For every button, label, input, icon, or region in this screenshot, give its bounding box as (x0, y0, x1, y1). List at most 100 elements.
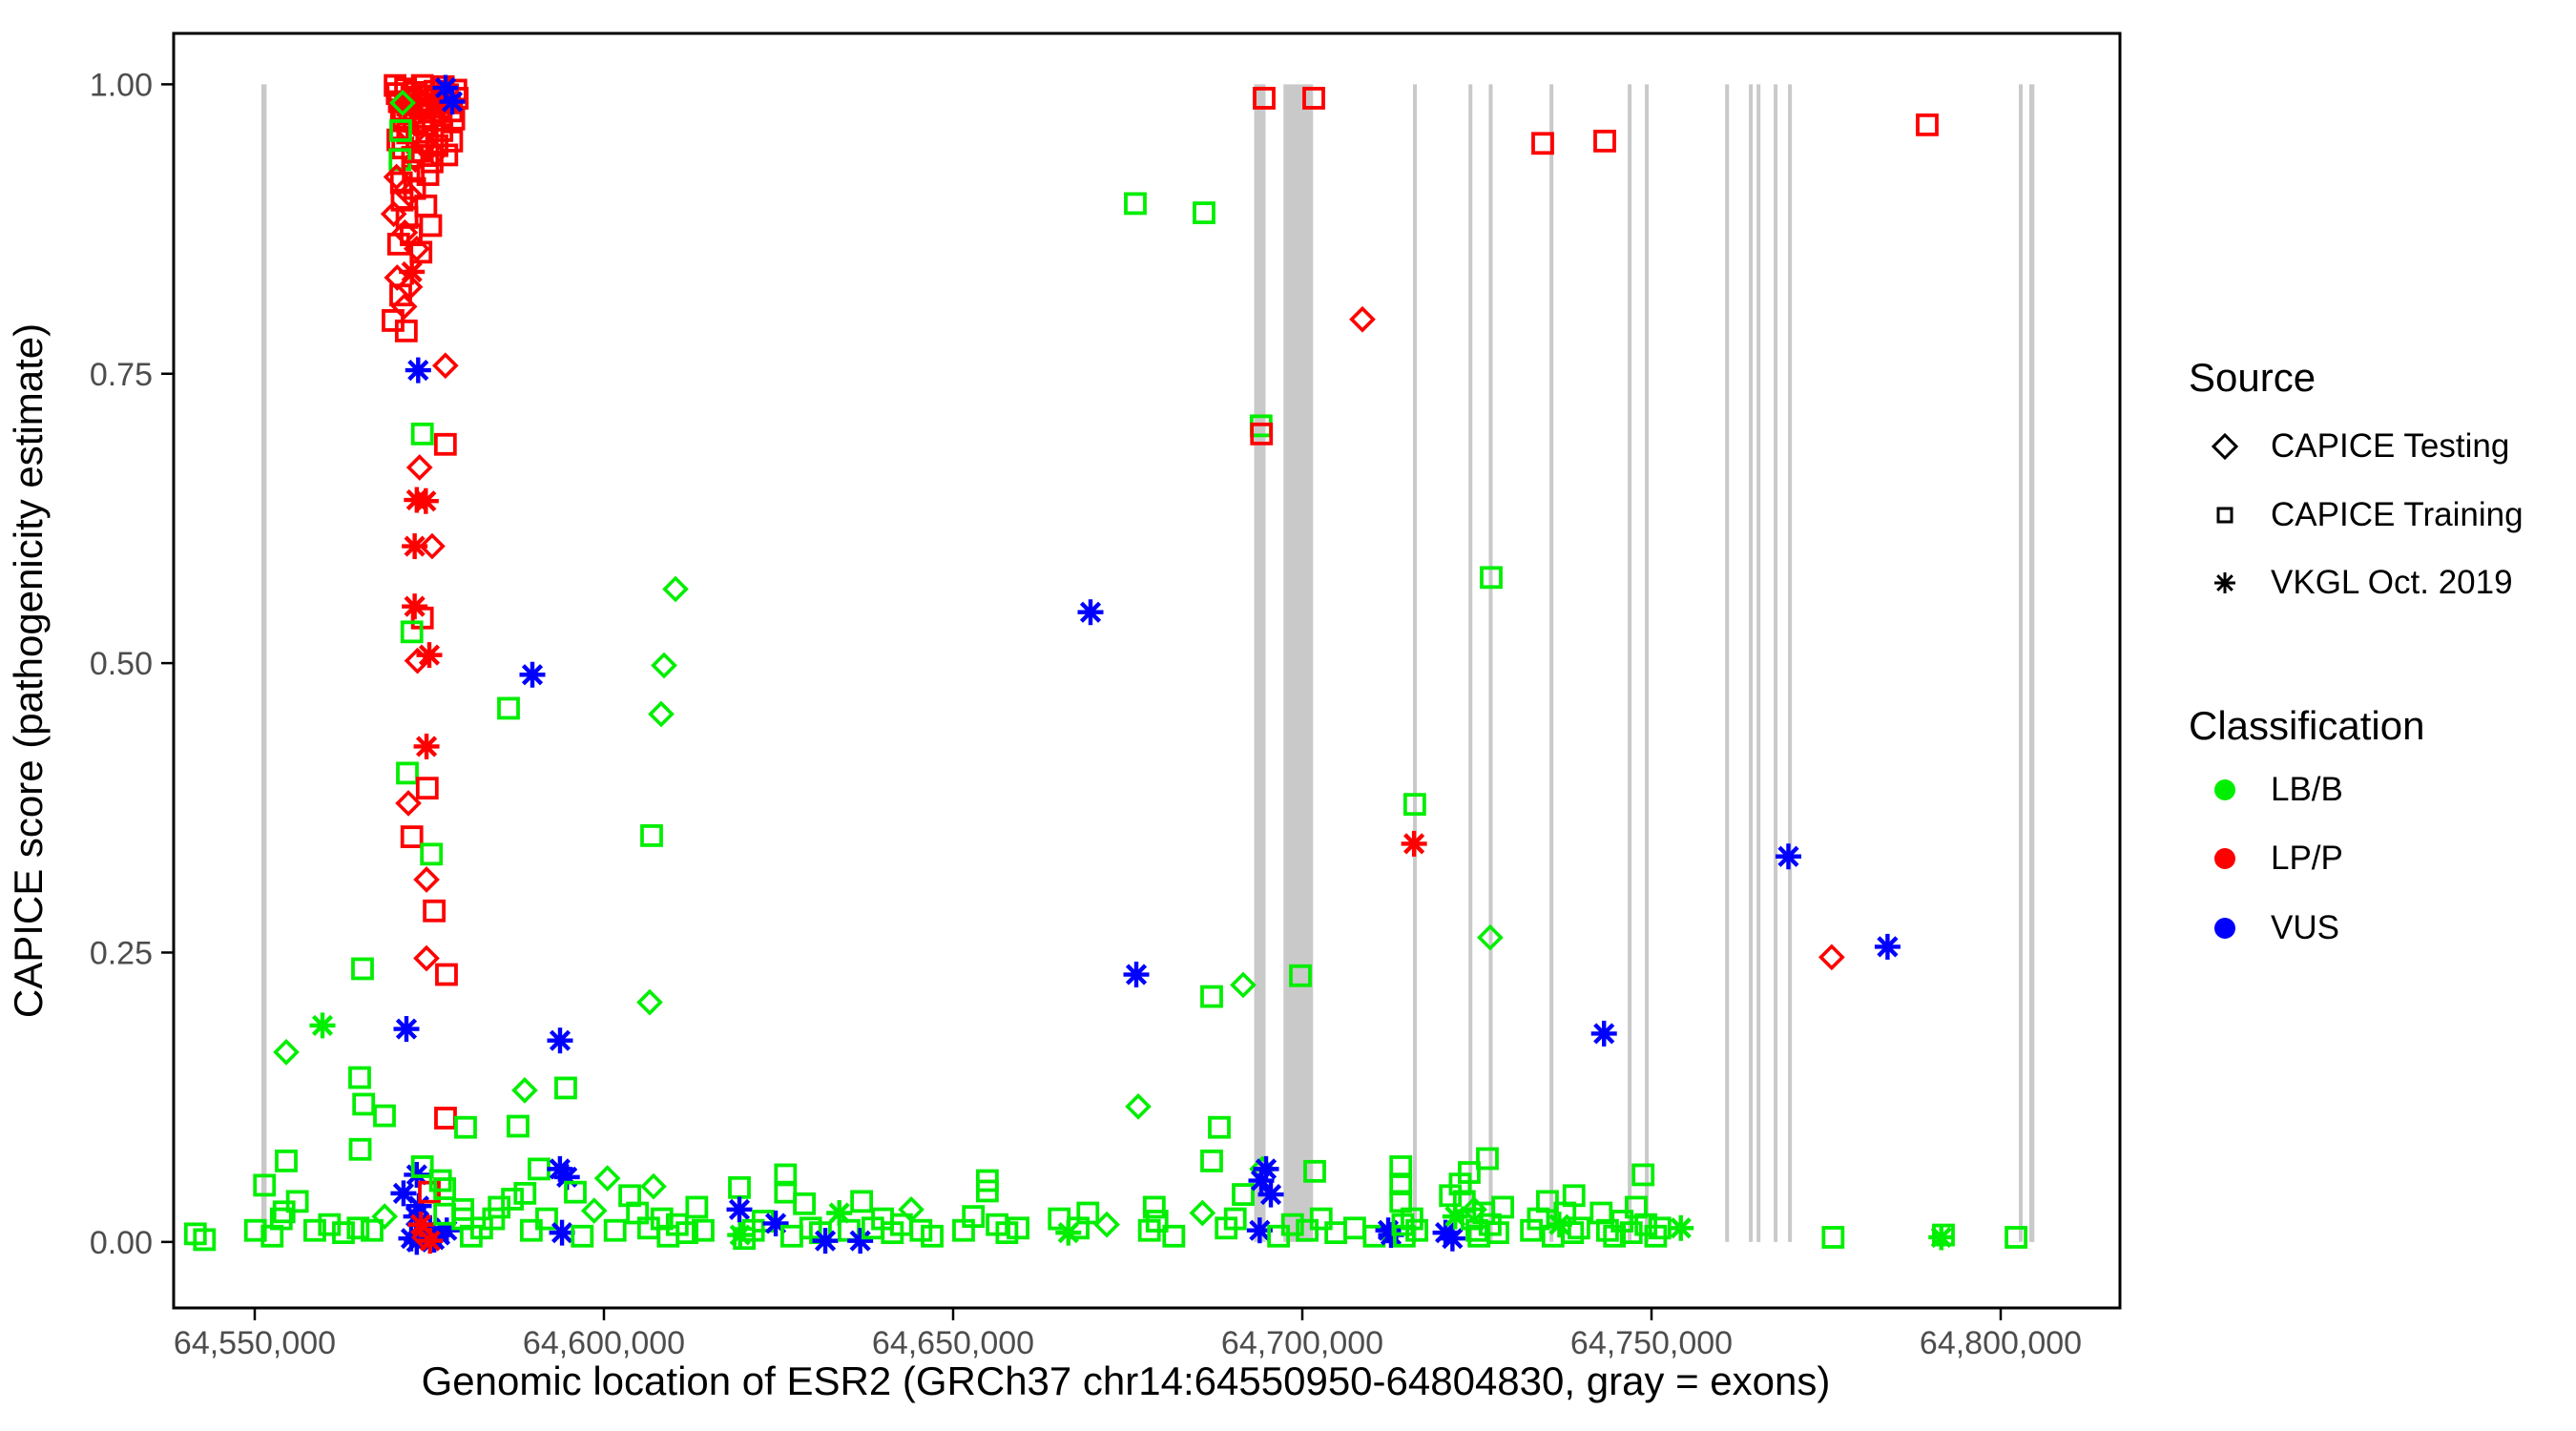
data-point-asterisk (405, 357, 431, 384)
exon-band (1645, 84, 1650, 1242)
data-point-square (1145, 1210, 1169, 1233)
legend-item-lpp: LP/P (2204, 838, 2343, 880)
data-point-square (303, 1218, 326, 1242)
exon-bands (260, 84, 2035, 1242)
data-point-square (440, 129, 464, 153)
data-point-square (396, 761, 419, 785)
data-point-diamond (1189, 1199, 1216, 1227)
data-point-square (1296, 1218, 1319, 1242)
data-point-diamond (396, 273, 424, 301)
data-point-diamond (413, 866, 440, 893)
data-point-diamond (1093, 1211, 1120, 1238)
x-tick-label: 64,750,000 (1570, 1325, 1733, 1361)
diamond-icon (2211, 432, 2239, 461)
data-point-square (1476, 1147, 1499, 1171)
data-point-square (410, 1155, 434, 1178)
exon-band (1413, 84, 1418, 1242)
data-point-diamond (593, 1165, 621, 1192)
data-point-square (1405, 1218, 1428, 1242)
data-point-square (1223, 1207, 1247, 1231)
data-point-square (1200, 985, 1223, 1008)
data-point-asterisk (393, 1016, 420, 1043)
data-point-diamond (405, 454, 433, 481)
data-point-square (519, 1218, 543, 1242)
data-point-diamond (273, 1038, 300, 1066)
data-point-square (394, 319, 418, 342)
data-point-asterisk (1439, 1225, 1465, 1252)
data-point-square (348, 1137, 372, 1161)
data-point-square (962, 1205, 986, 1229)
exon-band (1549, 84, 1554, 1242)
data-point-square (1932, 1223, 1955, 1247)
data-point-square (564, 1180, 587, 1204)
data-point-square (675, 1221, 699, 1245)
exon-band (1725, 84, 1730, 1242)
data-point-square (332, 1221, 355, 1245)
data-point-diamond (1477, 923, 1504, 951)
data-point-square (1603, 1224, 1627, 1248)
data-point-asterisk (547, 1027, 573, 1054)
data-point-asterisk (1668, 1214, 1694, 1241)
data-point-diamond (413, 944, 440, 972)
x-axis-title: Genomic location of ESR2 (GRCh37 chr14:6… (422, 1358, 1831, 1403)
legend-item-capice-training: CAPICE Training (2204, 494, 2524, 536)
data-point-square (348, 1066, 371, 1089)
data-point-square (774, 1180, 798, 1204)
data-point-square (793, 1192, 816, 1215)
data-point-square (1267, 1224, 1291, 1248)
data-point-square (433, 432, 457, 456)
data-point-asterisk (439, 89, 466, 115)
data-point-square (419, 214, 443, 238)
data-point-square (1916, 113, 1939, 136)
data-point-asterisk (549, 1219, 575, 1246)
data-point-diamond (404, 647, 431, 674)
data-point-square (1343, 1216, 1366, 1240)
legend-item-label: LB/B (2271, 771, 2343, 808)
x-tick-label: 64,550,000 (174, 1325, 336, 1361)
dot-icon (2214, 848, 2235, 869)
legend-item-lbb: LB/B (2204, 769, 2343, 811)
data-point-square (243, 1218, 267, 1242)
y-tick-label: 0.00 (90, 1225, 153, 1261)
data-point-square (423, 899, 447, 923)
data-point-square (1200, 1149, 1223, 1172)
data-point-square (501, 1188, 525, 1211)
data-point-square (507, 1114, 530, 1138)
exon-band (1628, 84, 1632, 1242)
data-point-square (454, 1115, 477, 1139)
data-point-square (253, 1173, 277, 1197)
data-point-square (275, 1149, 298, 1172)
data-point-square (1250, 422, 1274, 446)
data-point-asterisk (1401, 830, 1427, 857)
data-point-square (285, 1190, 309, 1213)
data-point-square (1289, 964, 1312, 987)
dot-icon (2214, 779, 2235, 800)
data-point-asterisk (847, 1228, 874, 1255)
data-point-diamond (648, 700, 675, 728)
data-point-diamond (580, 1197, 608, 1224)
data-point-square (1302, 87, 1325, 110)
data-point-diamond (511, 1077, 538, 1104)
y-tick-label: 1.00 (90, 67, 153, 103)
data-point-square (685, 1195, 709, 1219)
data-point-asterisk (1775, 843, 1801, 870)
data-point-square (1567, 1216, 1590, 1240)
data-point-diamond (389, 89, 416, 116)
asterisk-icon (2214, 572, 2235, 593)
data-point-square (435, 143, 459, 167)
data-point-square (1401, 1207, 1423, 1231)
exon-band (260, 84, 267, 1242)
data-point-diamond (391, 218, 419, 246)
data-point-square (416, 163, 440, 186)
data-point-square (434, 1107, 457, 1130)
data-point-square (1303, 1159, 1326, 1183)
data-point-square (921, 1224, 944, 1248)
data-point-square (975, 1179, 999, 1203)
data-point-square (1208, 1115, 1231, 1139)
data-point-diamond (1125, 1093, 1152, 1120)
y-tick-label: 0.25 (90, 935, 153, 971)
data-point-asterisk (416, 642, 443, 669)
data-point-square (2005, 1226, 2028, 1249)
axes: 64,550,000 64,600,000 64,650,000 64,700,000… (90, 31, 2122, 1361)
